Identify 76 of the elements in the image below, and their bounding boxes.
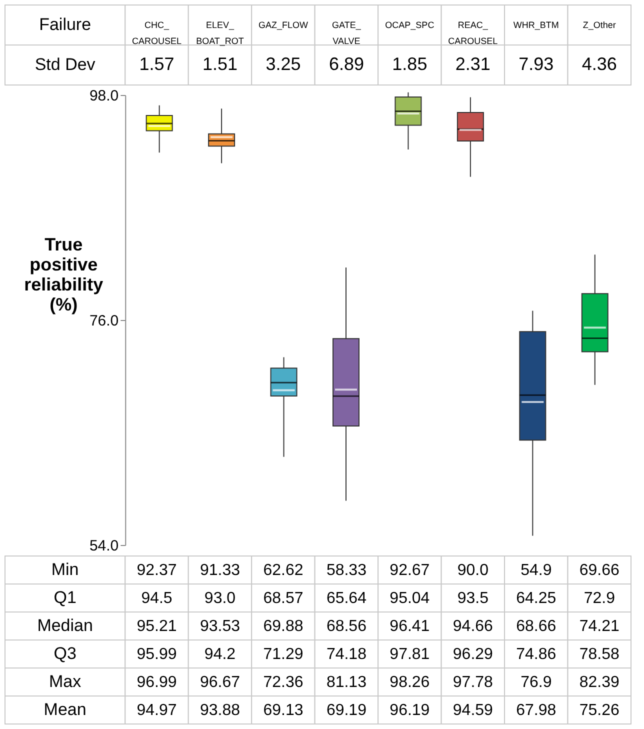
text: 65.64 (326, 590, 367, 607)
text: 96.99 (136, 674, 177, 691)
text: 69.13 (263, 702, 304, 719)
text: 91.33 (200, 562, 240, 579)
text: 54.9 (520, 562, 552, 579)
text: 58.33 (326, 562, 367, 579)
text: 3.25 (266, 54, 301, 74)
text: Median (37, 616, 93, 635)
y-axis-title: True positive reliability (%) (24, 234, 104, 314)
text: Q3 (54, 644, 76, 663)
text: 69.66 (579, 562, 620, 579)
text: 7.93 (518, 54, 554, 74)
text: 95.21 (136, 618, 177, 635)
text: 93.5 (457, 590, 489, 607)
text: 69.19 (326, 702, 367, 719)
text: 95.04 (390, 590, 430, 607)
x-tick-label: Z_Other (582, 20, 616, 30)
text: Max (49, 672, 82, 691)
text: 1.85 (392, 54, 428, 74)
text: 64.25 (516, 590, 556, 607)
text: 90.0 (457, 562, 489, 579)
text: 97.81 (390, 646, 430, 663)
text: 94.2 (204, 646, 236, 663)
text: 94.5 (141, 590, 172, 607)
text: 2.31 (455, 54, 490, 74)
text: 67.98 (516, 702, 556, 719)
x-tick-label: OCAP_SPC (385, 20, 435, 30)
text: Mean (44, 700, 86, 719)
text: 69.88 (263, 618, 304, 635)
text: 72.9 (584, 590, 616, 607)
x-tick-label: CHC_ CAROUSEL (132, 20, 182, 46)
text: 76.9 (520, 674, 552, 691)
y-tick-label: 54.0 (89, 538, 119, 554)
text: 94.66 (452, 618, 494, 635)
x-tick-label: GAZ_FLOW (258, 20, 308, 30)
x-tick-label: GATE_ VALVE (332, 20, 362, 46)
text: 92.67 (390, 562, 430, 579)
text: 95.99 (136, 646, 177, 663)
text: 68.56 (326, 618, 367, 635)
x-tick-label: WHR_BTM (513, 20, 559, 30)
text: 74.21 (579, 618, 620, 635)
text: 94.59 (452, 702, 494, 719)
text: Failure (39, 15, 92, 34)
text: Std Dev (34, 55, 96, 74)
y-tick-label: 76.0 (89, 312, 119, 330)
text: 68.57 (263, 590, 304, 607)
text: 94.97 (136, 702, 177, 719)
text: 72.36 (263, 674, 304, 691)
x-tick-label: ELEV_ BOAT_ROT (196, 20, 244, 46)
text: 68.66 (516, 618, 556, 635)
text: 6.89 (328, 54, 364, 74)
text: 4.36 (582, 54, 617, 74)
text: 92.37 (136, 562, 177, 579)
text: 93.0 (204, 590, 236, 607)
text: 98.26 (390, 674, 430, 691)
text: 1.57 (139, 54, 174, 74)
text: Q1 (54, 588, 76, 607)
x-tick-label: REAC_ CAROUSEL (448, 20, 498, 46)
text: 93.53 (200, 618, 240, 635)
text: 96.41 (390, 618, 430, 635)
text: 75.26 (579, 702, 620, 719)
text: 82.39 (579, 674, 620, 691)
text: 74.18 (326, 646, 367, 663)
text: 96.29 (452, 646, 494, 663)
text: 74.86 (516, 646, 556, 663)
y-tick-label: 98.0 (89, 88, 119, 104)
text: 71.29 (263, 646, 304, 663)
text: Min (51, 560, 79, 579)
text: 62.62 (263, 562, 304, 579)
text: 96.19 (390, 702, 430, 719)
text: 81.13 (326, 674, 367, 691)
text: 96.67 (200, 674, 240, 691)
text: 78.58 (579, 646, 620, 663)
text: 1.51 (202, 54, 238, 74)
text: 97.78 (452, 674, 494, 691)
text: 93.88 (200, 702, 240, 719)
